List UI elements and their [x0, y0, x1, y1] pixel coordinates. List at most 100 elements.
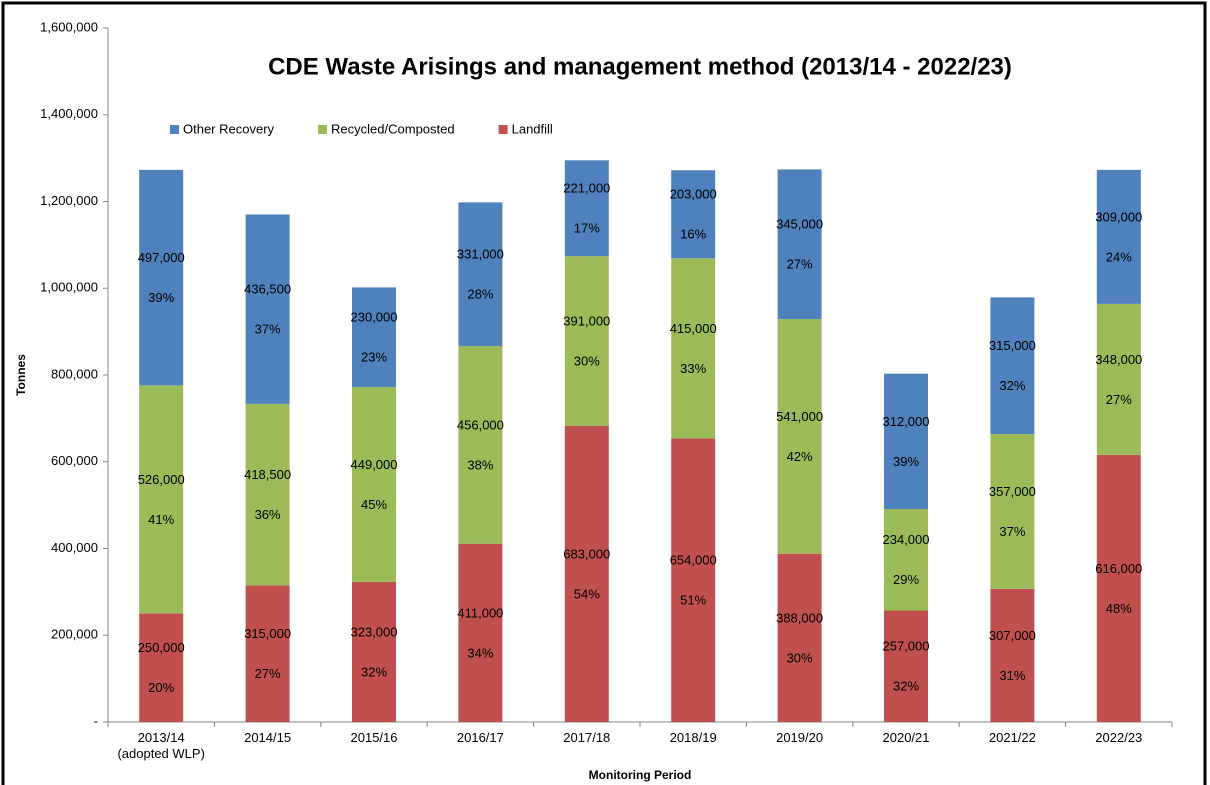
x-tick-label: 2020/21	[882, 730, 930, 745]
value-label: 230,000	[351, 310, 398, 325]
value-label: 683,000	[563, 546, 610, 561]
bar-segment	[1096, 454, 1141, 722]
bar-segment	[564, 256, 609, 426]
percent-label: 48%	[1106, 601, 1132, 616]
percent-label: 36%	[255, 507, 281, 522]
bar-segment	[352, 287, 396, 388]
value-label: 234,000	[883, 532, 930, 547]
percent-label: 27%	[255, 666, 281, 681]
percent-label: 34%	[467, 645, 493, 660]
bar-segment	[352, 581, 396, 722]
value-label: 331,000	[457, 247, 504, 262]
percent-label: 51%	[680, 593, 706, 608]
legend-label: Recycled/Composted	[331, 121, 455, 136]
value-label: 315,000	[244, 626, 291, 641]
x-tick-label: 2019/20	[776, 730, 824, 745]
percent-label: 17%	[574, 221, 600, 236]
x-tick-label: 2015/16	[350, 730, 398, 745]
bar-segment	[245, 585, 290, 722]
y-tick-label: -	[94, 713, 98, 728]
bar-segment	[671, 258, 716, 439]
value-label: 449,000	[351, 457, 398, 472]
value-label: 388,000	[776, 610, 823, 625]
legend-swatch	[318, 125, 328, 134]
y-axis-title: Tonnes	[14, 354, 28, 396]
value-label: 203,000	[670, 187, 717, 202]
value-label: 357,000	[989, 484, 1036, 499]
bar-segment	[139, 613, 184, 722]
bar-segment	[990, 297, 1035, 434]
value-label: 257,000	[883, 639, 930, 654]
chart-title: CDE Waste Arisings and management method…	[268, 53, 1012, 80]
value-label: 411,000	[457, 605, 503, 620]
bar-segment	[458, 202, 503, 346]
value-label: 309,000	[1095, 209, 1142, 224]
value-label: 323,000	[351, 624, 398, 639]
percent-label: 32%	[361, 664, 387, 679]
legend-label: Other Recovery	[183, 121, 275, 136]
bar-segment	[777, 319, 822, 554]
percent-label: 20%	[148, 680, 174, 695]
percent-label: 23%	[361, 350, 387, 365]
bar-segment	[1096, 169, 1141, 304]
value-label: 616,000	[1095, 561, 1142, 576]
value-label: 415,000	[670, 321, 717, 336]
legend-swatch	[170, 125, 179, 134]
percent-label: 38%	[467, 457, 493, 472]
bar-segment	[884, 610, 928, 722]
bar-segment	[564, 425, 609, 722]
percent-label: 39%	[893, 454, 919, 469]
value-label: 348,000	[1095, 352, 1142, 367]
x-tick-label: 2016/17	[456, 730, 504, 745]
bar-segment	[671, 438, 716, 722]
percent-label: 16%	[680, 227, 706, 242]
value-label: 526,000	[138, 472, 185, 487]
x-tick-label: 2017/18	[563, 730, 611, 745]
value-label: 221,000	[563, 181, 610, 196]
percent-label: 45%	[361, 497, 387, 512]
percent-label: 27%	[1106, 392, 1132, 407]
percent-label: 30%	[574, 353, 600, 368]
y-tick-label: 1,400,000	[40, 106, 98, 121]
percent-label: 32%	[999, 378, 1025, 393]
percent-label: 39%	[148, 290, 174, 305]
value-label: 418,500	[244, 467, 291, 482]
value-label: 541,000	[776, 409, 823, 424]
value-label: 345,000	[776, 217, 823, 232]
bar-segment	[352, 387, 396, 582]
x-tick-label: 2022/23	[1095, 730, 1143, 745]
x-tick-label: 2021/22	[988, 730, 1036, 745]
value-label: 315,000	[989, 338, 1036, 353]
value-label: 250,000	[138, 640, 185, 655]
percent-label: 28%	[467, 287, 493, 302]
bar-segment	[458, 543, 503, 722]
percent-label: 31%	[999, 668, 1025, 683]
bar-segment	[245, 214, 290, 404]
value-label: 307,000	[989, 628, 1036, 643]
value-label: 436,500	[244, 282, 291, 297]
bar-segment	[884, 509, 928, 611]
bar-segment	[139, 169, 184, 386]
x-axis-title: Monitoring Period	[589, 768, 692, 782]
legend-label: Landfill	[512, 121, 553, 136]
bar-segment	[245, 403, 290, 586]
bar-segment	[777, 553, 822, 722]
y-tick-label: 1,600,000	[40, 19, 98, 34]
percent-label: 54%	[574, 586, 600, 601]
bar-segment	[1096, 303, 1141, 455]
bar-segment	[990, 588, 1035, 722]
percent-label: 41%	[148, 512, 174, 527]
y-tick-label: 800,000	[51, 366, 98, 381]
value-label: 456,000	[457, 417, 504, 432]
x-tick-label: 2014/15	[244, 730, 292, 745]
bar-segment	[564, 160, 609, 257]
percent-label: 42%	[787, 449, 813, 464]
value-label: 391,000	[563, 313, 610, 328]
bar-segment	[990, 433, 1035, 589]
value-label: 312,000	[883, 414, 930, 429]
percent-label: 33%	[680, 361, 706, 376]
legend-swatch	[498, 125, 508, 134]
